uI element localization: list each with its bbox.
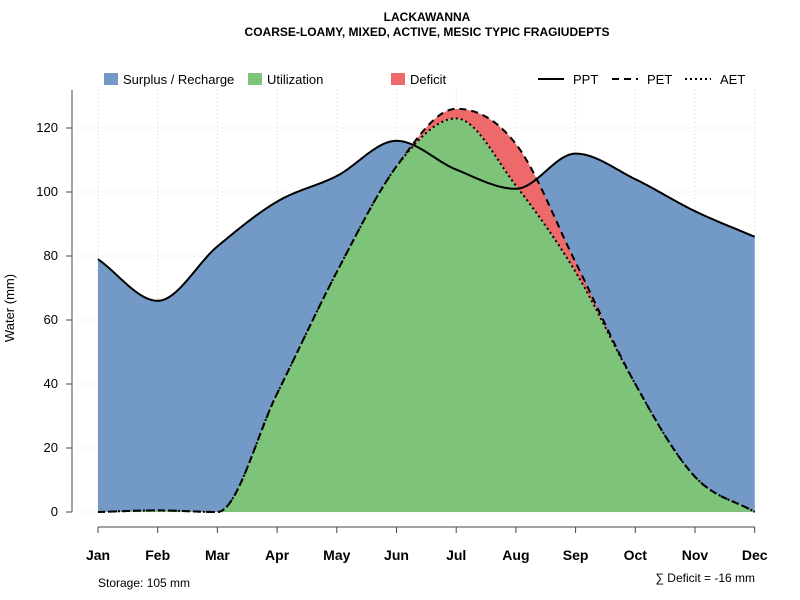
series-line-pet xyxy=(97,107,756,513)
legend-label: PET xyxy=(647,72,672,87)
legend-label: Utilization xyxy=(267,72,323,87)
legend-label: PPT xyxy=(573,72,598,87)
x-tick-label: Jun xyxy=(384,547,409,563)
legend-label: AET xyxy=(720,72,745,87)
y-tick-label: 40 xyxy=(44,376,58,391)
series-line-aet xyxy=(97,117,756,513)
x-tick-label: Dec xyxy=(742,547,768,563)
y-tick-label: 60 xyxy=(44,312,58,327)
x-tick-label: Apr xyxy=(265,547,290,563)
x-tick-label: Feb xyxy=(145,547,170,563)
x-tick-label: Sep xyxy=(563,547,589,563)
x-tick-label: Jul xyxy=(446,547,466,563)
area-fills xyxy=(98,108,755,513)
legend-label: Deficit xyxy=(410,72,447,87)
y-tick-label: 120 xyxy=(36,120,58,135)
x-tick-label: May xyxy=(323,547,350,563)
x-tick-label: Jan xyxy=(86,547,110,563)
y-tick-label: 0 xyxy=(51,504,58,519)
legend-label: Surplus / Recharge xyxy=(123,72,234,87)
x-tick-label: Aug xyxy=(502,547,529,563)
series-line-ppt xyxy=(97,139,756,302)
legend-swatch xyxy=(391,73,405,85)
legend-swatch xyxy=(104,73,118,85)
y-tick-label: 80 xyxy=(44,248,58,263)
chart-subtitle: COARSE-LOAMY, MIXED, ACTIVE, MESIC TYPIC… xyxy=(245,25,610,39)
y-tick-label: 100 xyxy=(36,184,58,199)
utilization-area xyxy=(98,118,755,513)
axes: 0 20 40 60 80 100 120 Jan Feb Mar Apr May Jun Jul Aug S… xyxy=(36,90,768,563)
legend-swatch xyxy=(248,73,262,85)
x-tick-label: Oct xyxy=(624,547,648,563)
deficit-note: ∑ Deficit = -16 mm xyxy=(655,571,755,585)
y-tick-label: 20 xyxy=(44,440,58,455)
y-axis-label: Water (mm) xyxy=(2,274,17,342)
series-lines xyxy=(97,107,756,513)
chart-title: LACKAWANNA xyxy=(384,10,471,24)
storage-note: Storage: 105 mm xyxy=(98,576,190,590)
x-tick-label: Nov xyxy=(682,547,709,563)
legend: Surplus / Recharge Utilization Deficit PPT P… xyxy=(104,72,745,87)
x-tick-label: Mar xyxy=(205,547,230,563)
